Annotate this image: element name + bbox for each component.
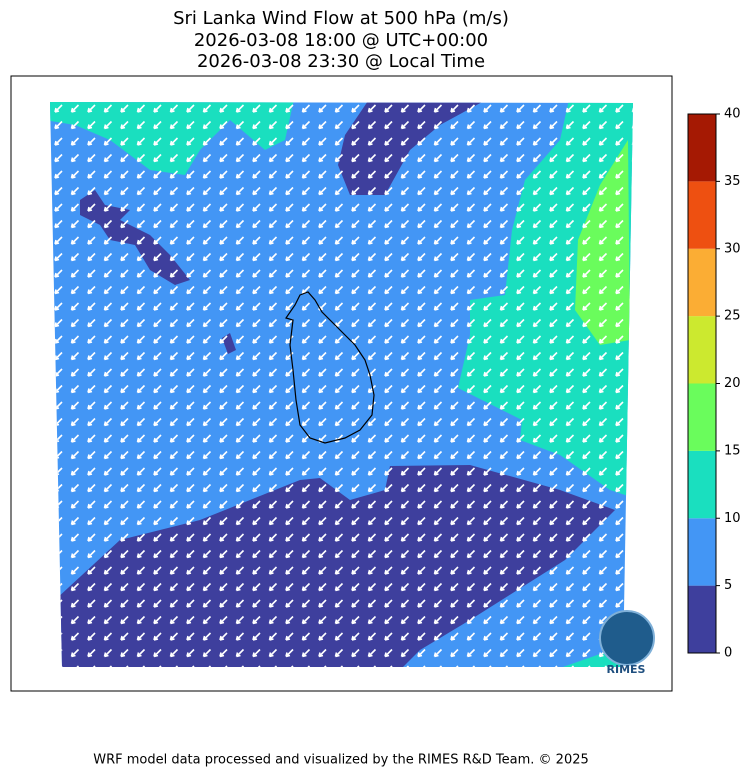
- footer: WRF model data processed and visualized …: [93, 753, 589, 768]
- map-frame: [10, 75, 673, 692]
- colorbar-bin: [688, 585, 716, 653]
- title-line: 2026-03-08 23:30 @ Local Time: [197, 51, 485, 72]
- colorbar-tick-label: 0: [724, 646, 732, 661]
- colorbar-tick-label: 15: [724, 443, 741, 458]
- wind-arrows: [50, 102, 633, 667]
- colorbar-bin: [688, 316, 716, 384]
- logo-emblem: [599, 610, 655, 666]
- colorbar-tick-label: 5: [724, 578, 732, 593]
- colorbar-bin: [688, 181, 716, 249]
- logo-text: RIMES: [607, 663, 646, 676]
- colorbar-bin: [688, 518, 716, 586]
- title-line: Sri Lanka Wind Flow at 500 hPa (m/s): [173, 8, 509, 29]
- colorbar-bin: [688, 114, 716, 182]
- colorbar-bin: [688, 383, 716, 451]
- colorbar-bin: [688, 248, 716, 317]
- colorbar-bin: [688, 450, 716, 519]
- map: [50, 102, 633, 667]
- sri-lanka-coastline: [285, 291, 375, 444]
- colorbar-tick-label: 30: [724, 241, 741, 256]
- colorbar-tick-label: 20: [724, 376, 741, 391]
- colorbar-tick-label: 35: [724, 174, 741, 189]
- title-line: 2026-03-08 18:00 @ UTC+00:00: [194, 30, 488, 51]
- colorbar-tick-label: 10: [724, 511, 741, 526]
- colorbar-tick-label: 40: [724, 107, 741, 122]
- colorbar: 0 5 10 15 20 25 30 35 40: [687, 107, 741, 661]
- colorbar-tick-label: 25: [724, 309, 741, 324]
